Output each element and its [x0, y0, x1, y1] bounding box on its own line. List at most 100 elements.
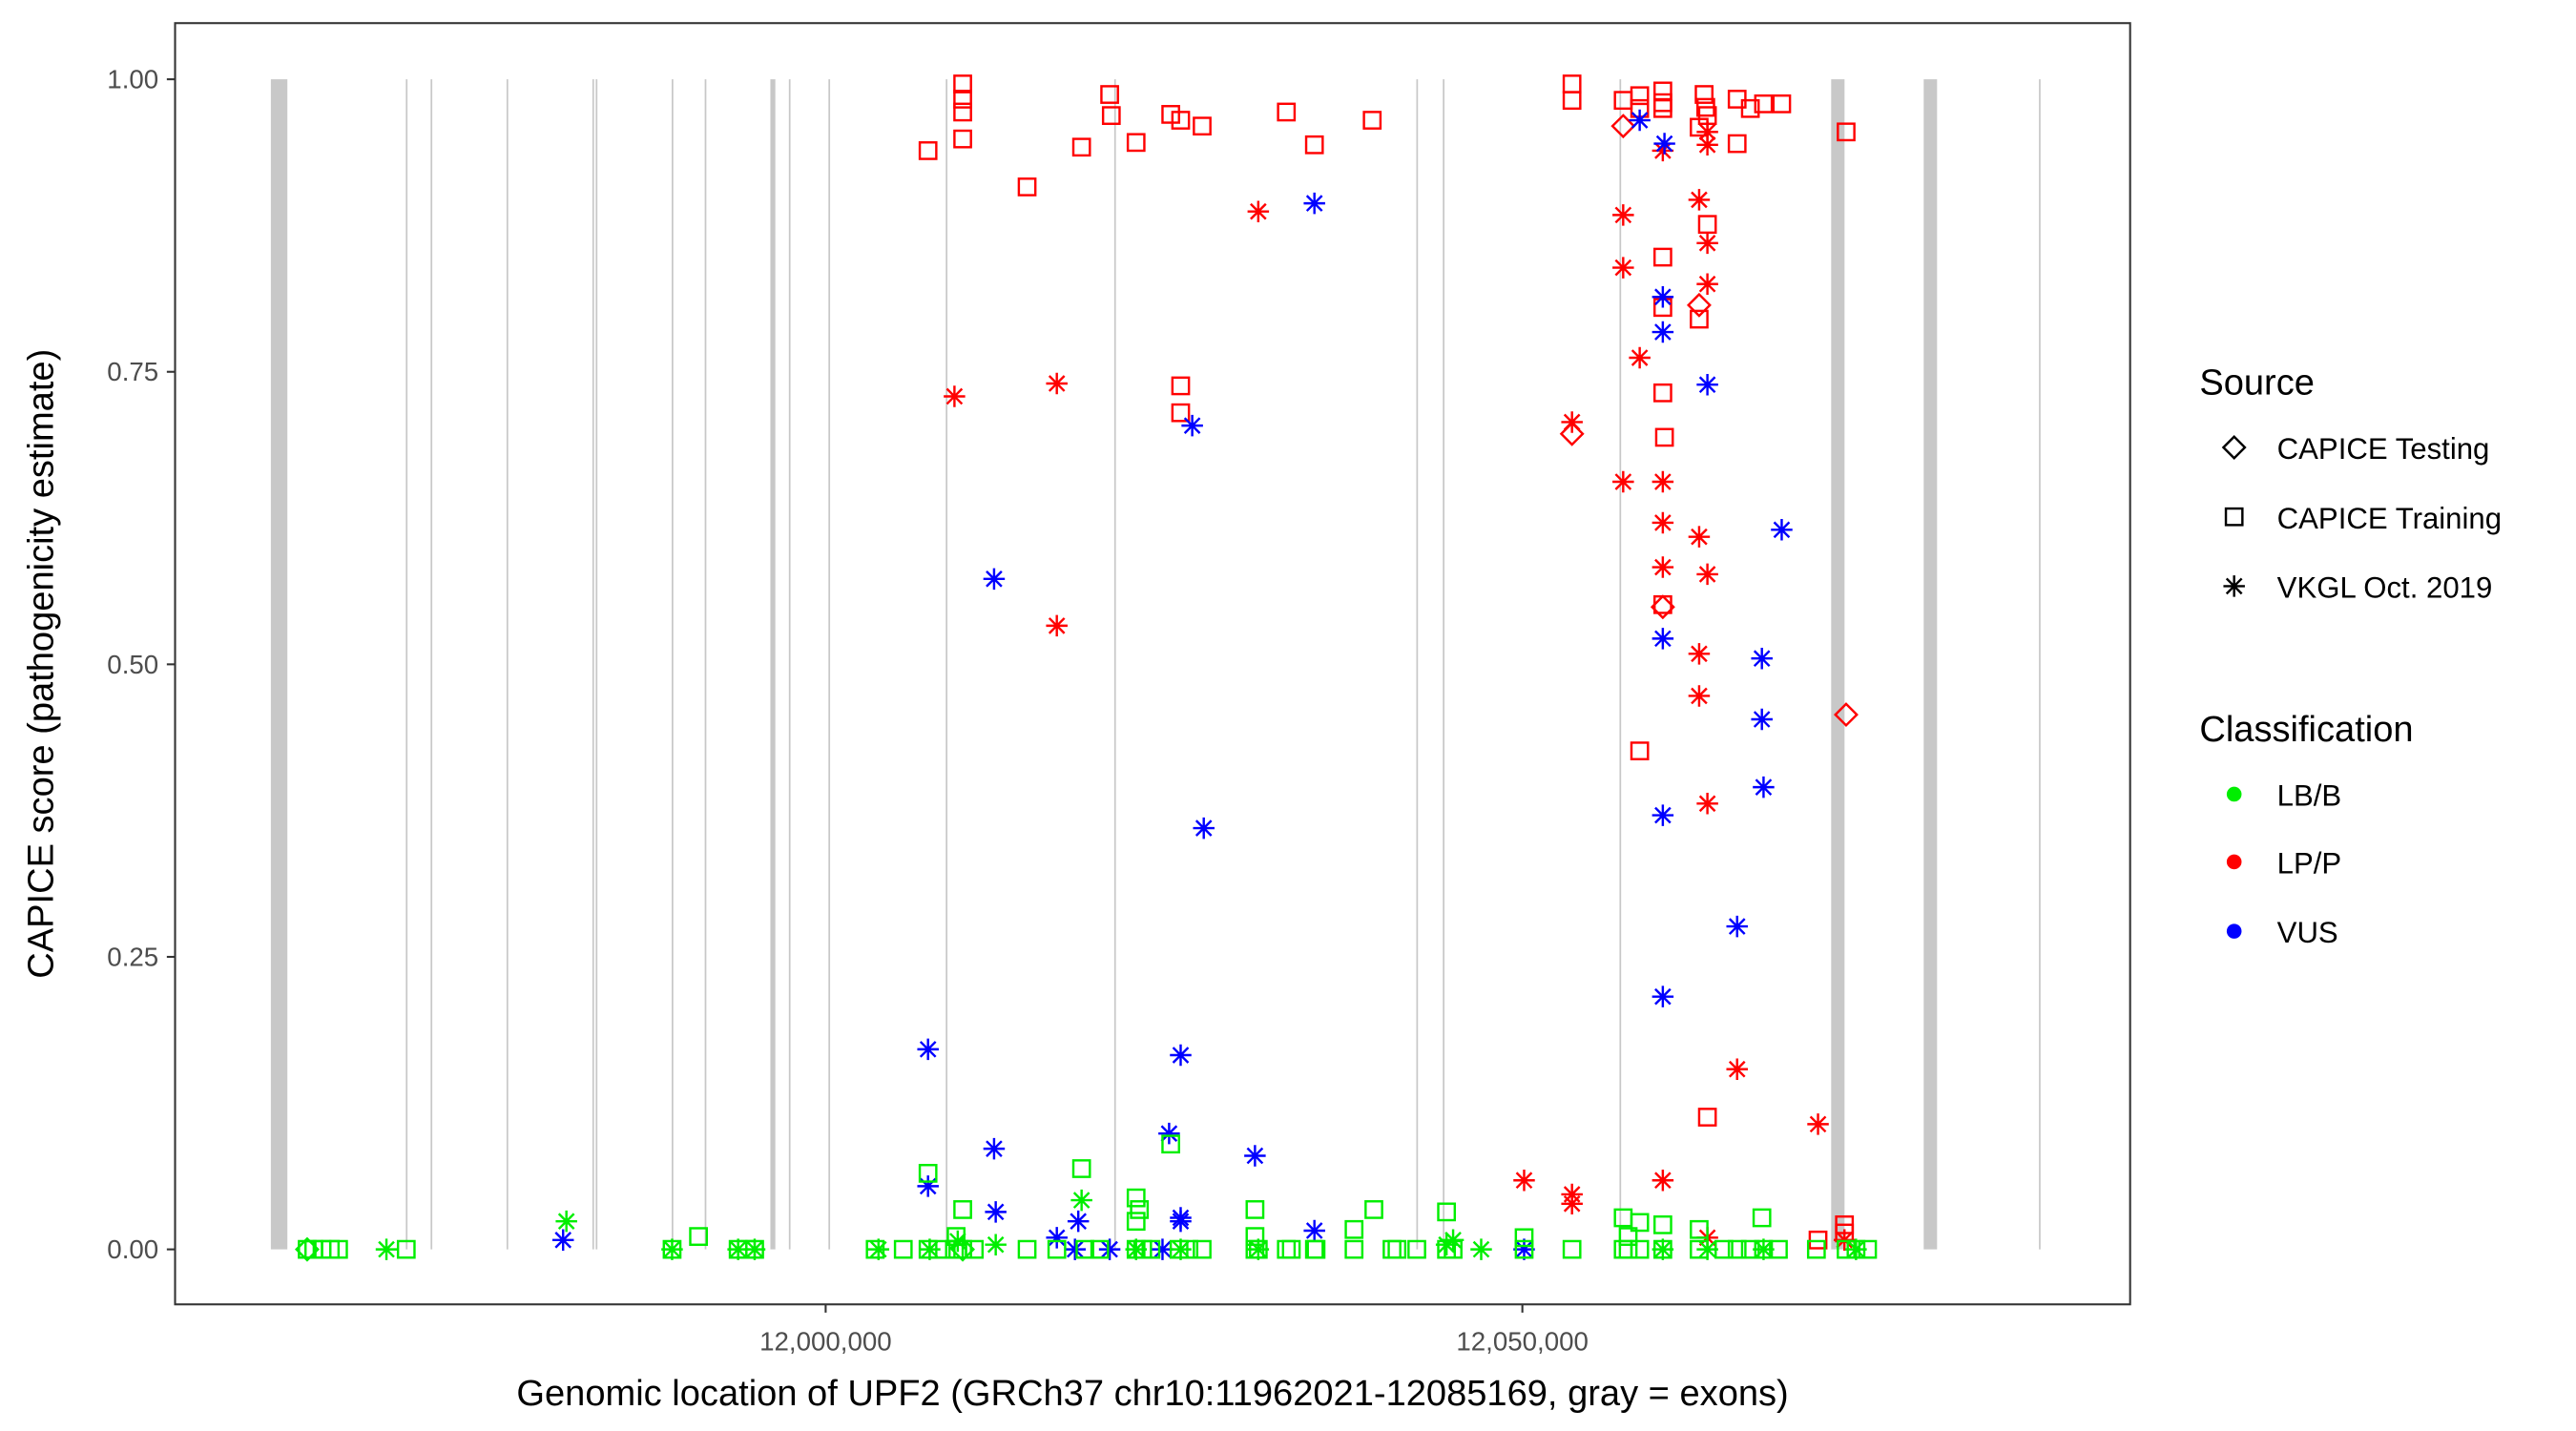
square-marker — [1407, 1239, 1426, 1259]
y-axis: 0.00 0.25 0.50 0.75 1.00 — [107, 65, 176, 1264]
exon-band — [1619, 79, 1622, 1250]
data-point — [1696, 563, 1718, 586]
data-point — [965, 1239, 985, 1259]
data-point — [1613, 91, 1633, 111]
data-point — [1100, 85, 1119, 104]
data-point — [1697, 215, 1717, 235]
asterisk-marker — [1726, 1058, 1749, 1080]
square-marker — [1171, 111, 1191, 130]
data-point — [1046, 1227, 1068, 1249]
data-point — [1562, 74, 1582, 93]
data-point — [1562, 1239, 1582, 1259]
data-point — [1806, 1239, 1826, 1259]
data-point — [985, 1201, 1007, 1223]
square-marker — [1613, 1208, 1633, 1228]
data-point — [1561, 411, 1583, 433]
square-marker — [1697, 215, 1717, 235]
data-point — [294, 1236, 320, 1262]
data-point — [1559, 421, 1585, 446]
y-tick-label: 0.25 — [107, 943, 158, 972]
data-point — [1652, 1169, 1674, 1192]
asterisk-marker — [1612, 204, 1634, 226]
square-marker — [1047, 1239, 1067, 1259]
data-point — [689, 1227, 708, 1246]
data-point — [1247, 200, 1270, 222]
asterisk-marker — [1751, 708, 1773, 731]
legend-item-lpp: LP/P — [2277, 847, 2342, 881]
data-point — [1344, 1239, 1364, 1259]
data-point — [1407, 1239, 1426, 1259]
exon-band — [672, 79, 674, 1250]
data-point — [1047, 1239, 1067, 1259]
square-marker — [1654, 427, 1674, 447]
asterisk-marker — [1696, 232, 1718, 255]
diamond-marker — [1686, 292, 1712, 318]
square-marker — [1652, 1214, 1672, 1234]
asterisk-marker — [985, 1234, 1007, 1255]
square-marker — [1017, 177, 1037, 197]
square-marker — [1090, 1239, 1110, 1259]
square-marker — [1071, 137, 1091, 157]
data-point — [1690, 309, 1709, 329]
data-point — [919, 1238, 941, 1260]
data-point — [1652, 81, 1672, 101]
data-point — [1561, 1192, 1583, 1215]
asterisk-marker — [1244, 1145, 1266, 1167]
data-point — [1152, 1238, 1174, 1260]
square-marker — [1690, 309, 1709, 329]
data-point — [918, 1164, 938, 1183]
square-marker — [1727, 1239, 1747, 1259]
y-axis-title: CAPICE score (pathogenicity estimate) — [21, 349, 61, 979]
square-marker — [1344, 1219, 1364, 1239]
square-marker — [953, 1200, 972, 1219]
square-marker — [1740, 98, 1760, 118]
square-marker — [1652, 93, 1672, 113]
square-marker — [1652, 247, 1672, 267]
square-marker — [1630, 741, 1650, 760]
asterisk-marker — [1653, 133, 1675, 155]
asterisk-marker — [1696, 134, 1718, 156]
data-point — [1630, 86, 1650, 106]
diamond-marker — [950, 1236, 976, 1262]
asterisk-marker — [1629, 109, 1651, 132]
data-point — [1247, 1238, 1270, 1260]
data-point — [946, 1230, 969, 1253]
asterisk-marker — [1125, 1238, 1148, 1260]
data-point — [1753, 776, 1775, 798]
data-point — [1837, 122, 1856, 142]
asterisk-marker — [1753, 776, 1775, 798]
square-marker — [1364, 1200, 1383, 1219]
data-point — [1514, 1228, 1534, 1248]
square-marker — [965, 1239, 985, 1259]
data-point — [1075, 1239, 1094, 1259]
square-marker — [1161, 105, 1180, 124]
data-point — [1652, 1214, 1672, 1234]
square-marker — [1630, 1213, 1650, 1233]
data-point — [1653, 133, 1675, 155]
square-marker — [1017, 1239, 1037, 1259]
data-point — [917, 1175, 939, 1197]
data-point — [1652, 985, 1674, 1007]
asterisk-marker — [1067, 1210, 1090, 1233]
square-marker — [953, 129, 972, 149]
data-point — [1171, 376, 1191, 396]
diamond-marker — [1650, 594, 1675, 620]
data-point — [1650, 594, 1675, 620]
data-point — [1630, 1213, 1650, 1233]
square-marker — [1130, 1200, 1150, 1219]
data-point — [1193, 817, 1215, 840]
square-marker — [1694, 85, 1714, 104]
asterisk-marker — [1751, 647, 1773, 670]
asterisk-marker — [1181, 414, 1203, 437]
data-point — [1690, 1219, 1709, 1239]
x-axis: 12,000,000 12,050,000 — [759, 1304, 1589, 1357]
square-marker — [1514, 1228, 1534, 1248]
square-marker — [1071, 1159, 1091, 1178]
data-point — [1754, 93, 1774, 114]
asterisk-marker — [1046, 1227, 1068, 1249]
data-point — [1618, 1227, 1638, 1246]
exon-band — [1113, 79, 1116, 1250]
data-point — [918, 141, 938, 160]
square-marker — [1193, 1239, 1212, 1259]
exon-band — [1923, 79, 1938, 1250]
